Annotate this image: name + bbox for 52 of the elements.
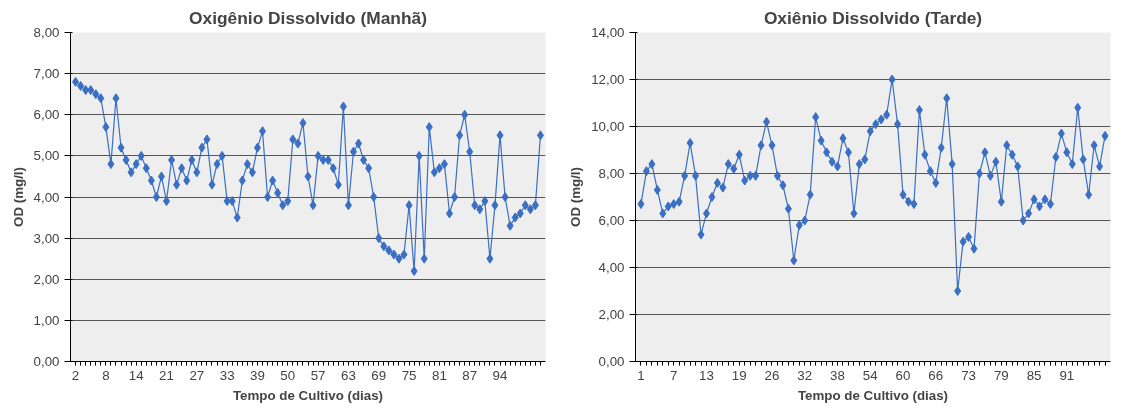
y-tick-label: 5,00 xyxy=(33,148,60,164)
x-tick-label: 39 xyxy=(250,367,265,383)
y-tick-label: 8,00 xyxy=(33,25,60,40)
y-tick-label: 0,00 xyxy=(33,354,60,369)
x-tick-label: 66 xyxy=(928,367,944,383)
x-tick-label: 7 xyxy=(670,367,678,383)
x-tick-label: 33 xyxy=(219,367,235,383)
x-tick-label: 21 xyxy=(159,367,174,383)
x-tick-label: 54 xyxy=(862,367,879,383)
x-tick-label: 85 xyxy=(1026,367,1042,383)
chart-title: Oxigênio Dissolvido (Manhã) xyxy=(189,7,427,28)
y-tick-label: 10,00 xyxy=(591,119,625,134)
x-tick-label: 81 xyxy=(431,367,447,383)
x-tick-label: 8 xyxy=(102,367,110,383)
y-tick-label: 12,00 xyxy=(591,72,625,87)
y-tick-label: 4,00 xyxy=(33,189,60,205)
x-tick-label: 69 xyxy=(371,367,387,383)
x-tick-label: 94 xyxy=(492,367,509,383)
y-tick-label: 3,00 xyxy=(33,230,60,246)
y-axis-title: OD (mg/l) xyxy=(568,167,584,227)
x-tick-label: 60 xyxy=(895,367,911,383)
x-tick-label: 73 xyxy=(961,367,976,383)
y-tick-label: 1,00 xyxy=(33,312,60,328)
x-tick-label: 50 xyxy=(280,367,296,383)
x-tick-label: 63 xyxy=(341,367,356,383)
x-tick-label: 14 xyxy=(128,367,145,383)
x-tick-label: 2 xyxy=(71,367,80,383)
x-tick-label: 38 xyxy=(830,367,845,383)
y-tick-label: 2,00 xyxy=(598,307,625,322)
x-axis-title: Tempo de Cultivo (dias) xyxy=(232,387,384,403)
x-tick-label: 91 xyxy=(1059,367,1075,383)
y-tick-label: 6,00 xyxy=(598,213,625,228)
x-tick-label: 32 xyxy=(797,367,813,383)
y-tick-label: 14,00 xyxy=(591,25,625,40)
y-axis-title: OD (mg/l) xyxy=(10,167,26,227)
x-axis-title: Tempo de Cultivo (dias) xyxy=(797,387,949,403)
chart-title: Oxiênio Dissolvido (Tarde) xyxy=(763,7,983,28)
x-tick-label: 79 xyxy=(993,367,1009,383)
x-tick-label: 75 xyxy=(401,367,417,383)
x-tick-label: 57 xyxy=(310,367,326,383)
x-tick-label: 26 xyxy=(764,367,780,383)
y-tick-label: 6,00 xyxy=(33,107,60,123)
y-tick-label: 4,00 xyxy=(598,260,625,275)
x-tick-label: 19 xyxy=(731,367,747,383)
x-tick-label: 87 xyxy=(462,367,478,383)
y-tick-label: 7,00 xyxy=(33,66,60,82)
y-tick-label: 0,00 xyxy=(598,354,625,369)
x-tick-label: 1 xyxy=(637,367,645,383)
y-tick-label: 8,00 xyxy=(598,166,625,181)
x-tick-label: 27 xyxy=(189,367,205,383)
y-tick-label: 2,00 xyxy=(33,271,60,287)
x-tick-label: 13 xyxy=(699,367,714,383)
